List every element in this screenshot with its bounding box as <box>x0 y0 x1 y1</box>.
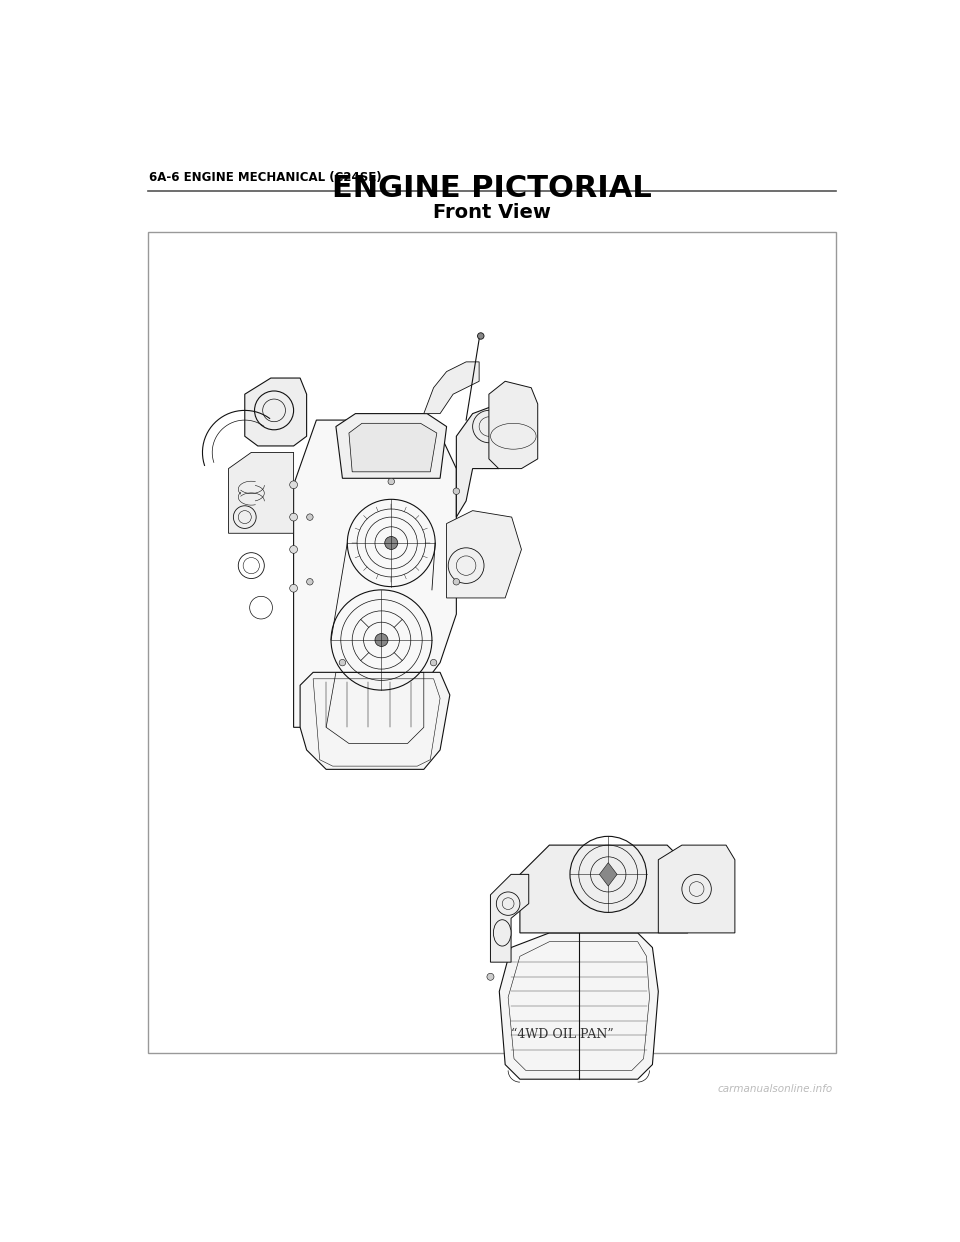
Polygon shape <box>499 933 659 1079</box>
Polygon shape <box>446 510 521 597</box>
Circle shape <box>389 447 394 452</box>
Circle shape <box>487 974 494 980</box>
Circle shape <box>290 481 298 488</box>
Circle shape <box>290 545 298 554</box>
Text: 6A-6 ENGINE MECHANICAL (C24SE): 6A-6 ENGINE MECHANICAL (C24SE) <box>149 171 381 184</box>
Text: “4WD OIL PAN”: “4WD OIL PAN” <box>512 1028 614 1041</box>
Circle shape <box>290 513 298 520</box>
Polygon shape <box>336 414 446 478</box>
Circle shape <box>388 478 395 484</box>
Polygon shape <box>599 863 617 886</box>
Polygon shape <box>491 874 529 963</box>
Circle shape <box>306 514 313 520</box>
Circle shape <box>430 660 437 666</box>
Circle shape <box>453 488 460 494</box>
Circle shape <box>375 633 388 646</box>
Text: carmanualsonline.info: carmanualsonline.info <box>717 1084 832 1094</box>
Circle shape <box>477 333 484 339</box>
Circle shape <box>306 579 313 585</box>
Circle shape <box>385 537 397 549</box>
Polygon shape <box>228 452 294 533</box>
Polygon shape <box>489 381 538 468</box>
Polygon shape <box>245 378 306 446</box>
Circle shape <box>339 660 346 666</box>
Ellipse shape <box>493 920 511 946</box>
Text: Front View: Front View <box>433 202 551 222</box>
Polygon shape <box>423 361 479 414</box>
Polygon shape <box>520 845 687 933</box>
Polygon shape <box>294 420 456 728</box>
Text: ENGINE PICTORIAL: ENGINE PICTORIAL <box>332 174 652 202</box>
Polygon shape <box>456 404 521 517</box>
Polygon shape <box>659 845 735 933</box>
Circle shape <box>602 868 614 881</box>
Polygon shape <box>300 672 450 769</box>
Bar <box>148 232 836 1053</box>
Circle shape <box>453 579 460 585</box>
Circle shape <box>290 585 298 592</box>
Polygon shape <box>348 424 437 472</box>
